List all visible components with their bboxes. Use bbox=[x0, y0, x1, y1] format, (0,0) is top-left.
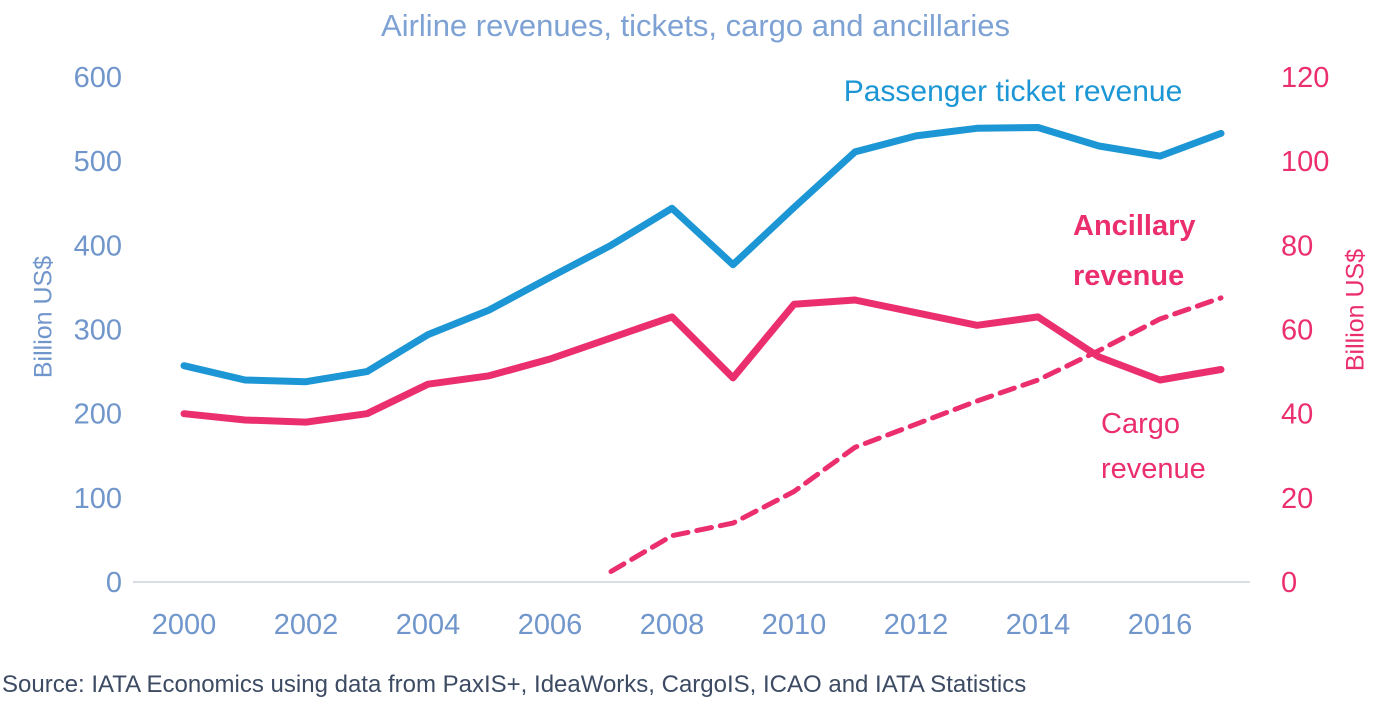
x-axis-tick-2006: 2006 bbox=[518, 609, 583, 641]
left-axis-tick-400: 400 bbox=[74, 230, 122, 262]
x-axis-tick-2004: 2004 bbox=[396, 609, 461, 641]
left-axis-tick-200: 200 bbox=[74, 399, 122, 431]
x-axis-tick-2008: 2008 bbox=[640, 609, 705, 641]
left-axis-tick-500: 500 bbox=[74, 146, 122, 178]
left-axis-tick-0: 0 bbox=[106, 567, 122, 599]
right-axis-title: Billion US$ bbox=[1341, 248, 1370, 372]
series-line-ancillary-revenue bbox=[608, 295, 1224, 574]
x-axis-tick-2002: 2002 bbox=[274, 609, 339, 641]
x-axis-tick-2012: 2012 bbox=[884, 609, 949, 641]
x-axis-tick-2000: 2000 bbox=[152, 609, 217, 641]
left-axis-tick-100: 100 bbox=[74, 483, 122, 515]
right-axis-tick-20: 20 bbox=[1281, 483, 1313, 515]
left-axis-tick-600: 600 bbox=[74, 62, 122, 94]
right-axis-tick-100: 100 bbox=[1281, 146, 1329, 178]
left-axis-tick-300: 300 bbox=[74, 315, 122, 347]
ancillary-series-label: Ancillary revenue bbox=[1073, 210, 1196, 292]
right-axis-tick-40: 40 bbox=[1281, 399, 1313, 431]
right-axis-tick-0: 0 bbox=[1281, 567, 1297, 599]
right-axis-tick-60: 60 bbox=[1281, 315, 1313, 347]
series-line-passenger-ticket-revenue bbox=[180, 124, 1225, 386]
x-axis-tick-2010: 2010 bbox=[762, 609, 827, 641]
series-line-cargo-revenue bbox=[180, 296, 1225, 426]
right-axis-tick-80: 80 bbox=[1281, 230, 1313, 262]
x-axis-tick-2014: 2014 bbox=[1006, 609, 1071, 641]
passenger-series-label: Passenger ticket revenue bbox=[843, 75, 1183, 108]
x-axis-tick-2016: 2016 bbox=[1128, 609, 1193, 641]
source-note: Source: IATA Economics using data from P… bbox=[2, 671, 1027, 698]
chart-title: Airline revenues, tickets, cargo and anc… bbox=[381, 8, 1010, 43]
cargo-series-label: Cargo revenue bbox=[1101, 408, 1206, 485]
right-axis-tick-120: 120 bbox=[1281, 62, 1329, 94]
left-axis-title: Billion US$ bbox=[29, 255, 58, 379]
